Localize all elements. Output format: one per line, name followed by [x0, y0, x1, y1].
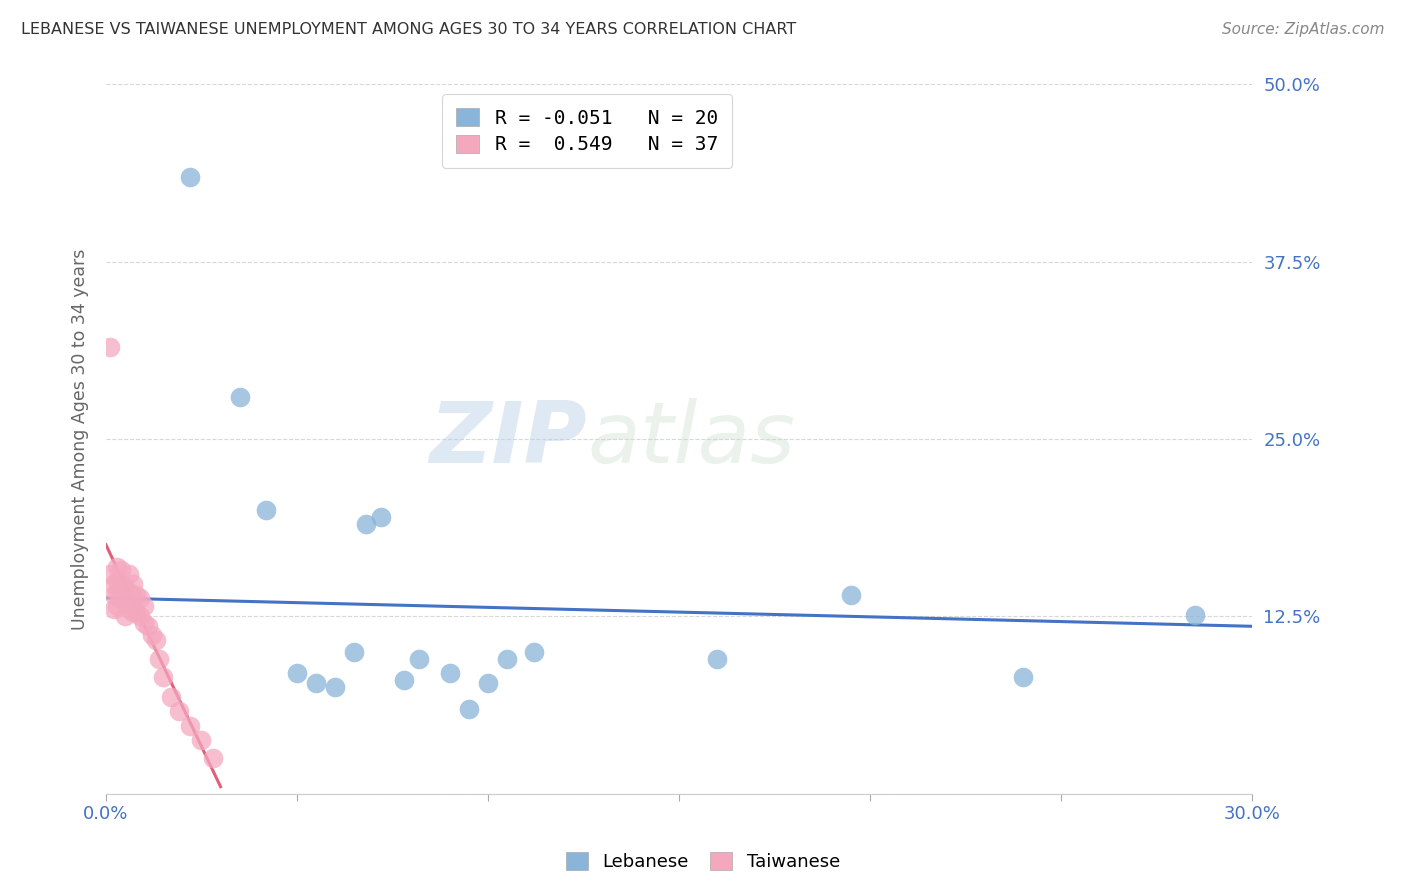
Text: atlas: atlas	[588, 398, 796, 481]
Point	[1012, 670, 1035, 684]
Point	[228, 390, 250, 404]
Point	[839, 588, 862, 602]
Point	[370, 510, 392, 524]
Point	[439, 666, 461, 681]
Point	[145, 633, 167, 648]
Point	[323, 681, 346, 695]
Point	[129, 591, 152, 605]
Point	[121, 591, 143, 605]
Point	[121, 605, 143, 619]
Point	[105, 599, 128, 614]
Point	[103, 602, 125, 616]
Point	[148, 652, 170, 666]
Y-axis label: Unemployment Among Ages 30 to 34 years: Unemployment Among Ages 30 to 34 years	[72, 248, 89, 630]
Point	[114, 609, 136, 624]
Point	[125, 588, 148, 602]
Point	[190, 732, 212, 747]
Point	[343, 645, 366, 659]
Point	[408, 652, 430, 666]
Point	[103, 588, 125, 602]
Point	[201, 751, 224, 765]
Point	[523, 645, 546, 659]
Point	[458, 701, 481, 715]
Point	[110, 563, 132, 577]
Legend: R = -0.051   N = 20, R =  0.549   N = 37: R = -0.051 N = 20, R = 0.549 N = 37	[443, 95, 731, 168]
Point	[354, 517, 377, 532]
Point	[160, 690, 183, 705]
Point	[110, 591, 132, 605]
Point	[134, 616, 156, 631]
Point	[305, 676, 328, 690]
Point	[706, 652, 728, 666]
Point	[152, 670, 174, 684]
Point	[98, 340, 121, 354]
Point	[105, 559, 128, 574]
Point	[392, 673, 415, 688]
Point	[105, 585, 128, 599]
Text: LEBANESE VS TAIWANESE UNEMPLOYMENT AMONG AGES 30 TO 34 YEARS CORRELATION CHART: LEBANESE VS TAIWANESE UNEMPLOYMENT AMONG…	[21, 22, 796, 37]
Point	[118, 585, 141, 599]
Point	[129, 609, 152, 624]
Point	[134, 599, 156, 614]
Point	[141, 628, 163, 642]
Legend: Lebanese, Taiwanese: Lebanese, Taiwanese	[560, 846, 846, 879]
Point	[118, 566, 141, 581]
Point	[179, 169, 201, 184]
Point	[121, 576, 143, 591]
Point	[110, 576, 132, 591]
Point	[254, 503, 277, 517]
Point	[179, 718, 201, 732]
Point	[114, 595, 136, 609]
Point	[125, 605, 148, 619]
Point	[98, 566, 121, 581]
Point	[285, 666, 308, 681]
Point	[136, 619, 159, 633]
Point	[496, 652, 519, 666]
Point	[103, 576, 125, 591]
Point	[477, 676, 499, 690]
Text: ZIP: ZIP	[430, 398, 588, 481]
Point	[114, 581, 136, 595]
Point	[1184, 607, 1206, 622]
Point	[105, 574, 128, 588]
Point	[118, 602, 141, 616]
Point	[167, 705, 190, 719]
Text: Source: ZipAtlas.com: Source: ZipAtlas.com	[1222, 22, 1385, 37]
